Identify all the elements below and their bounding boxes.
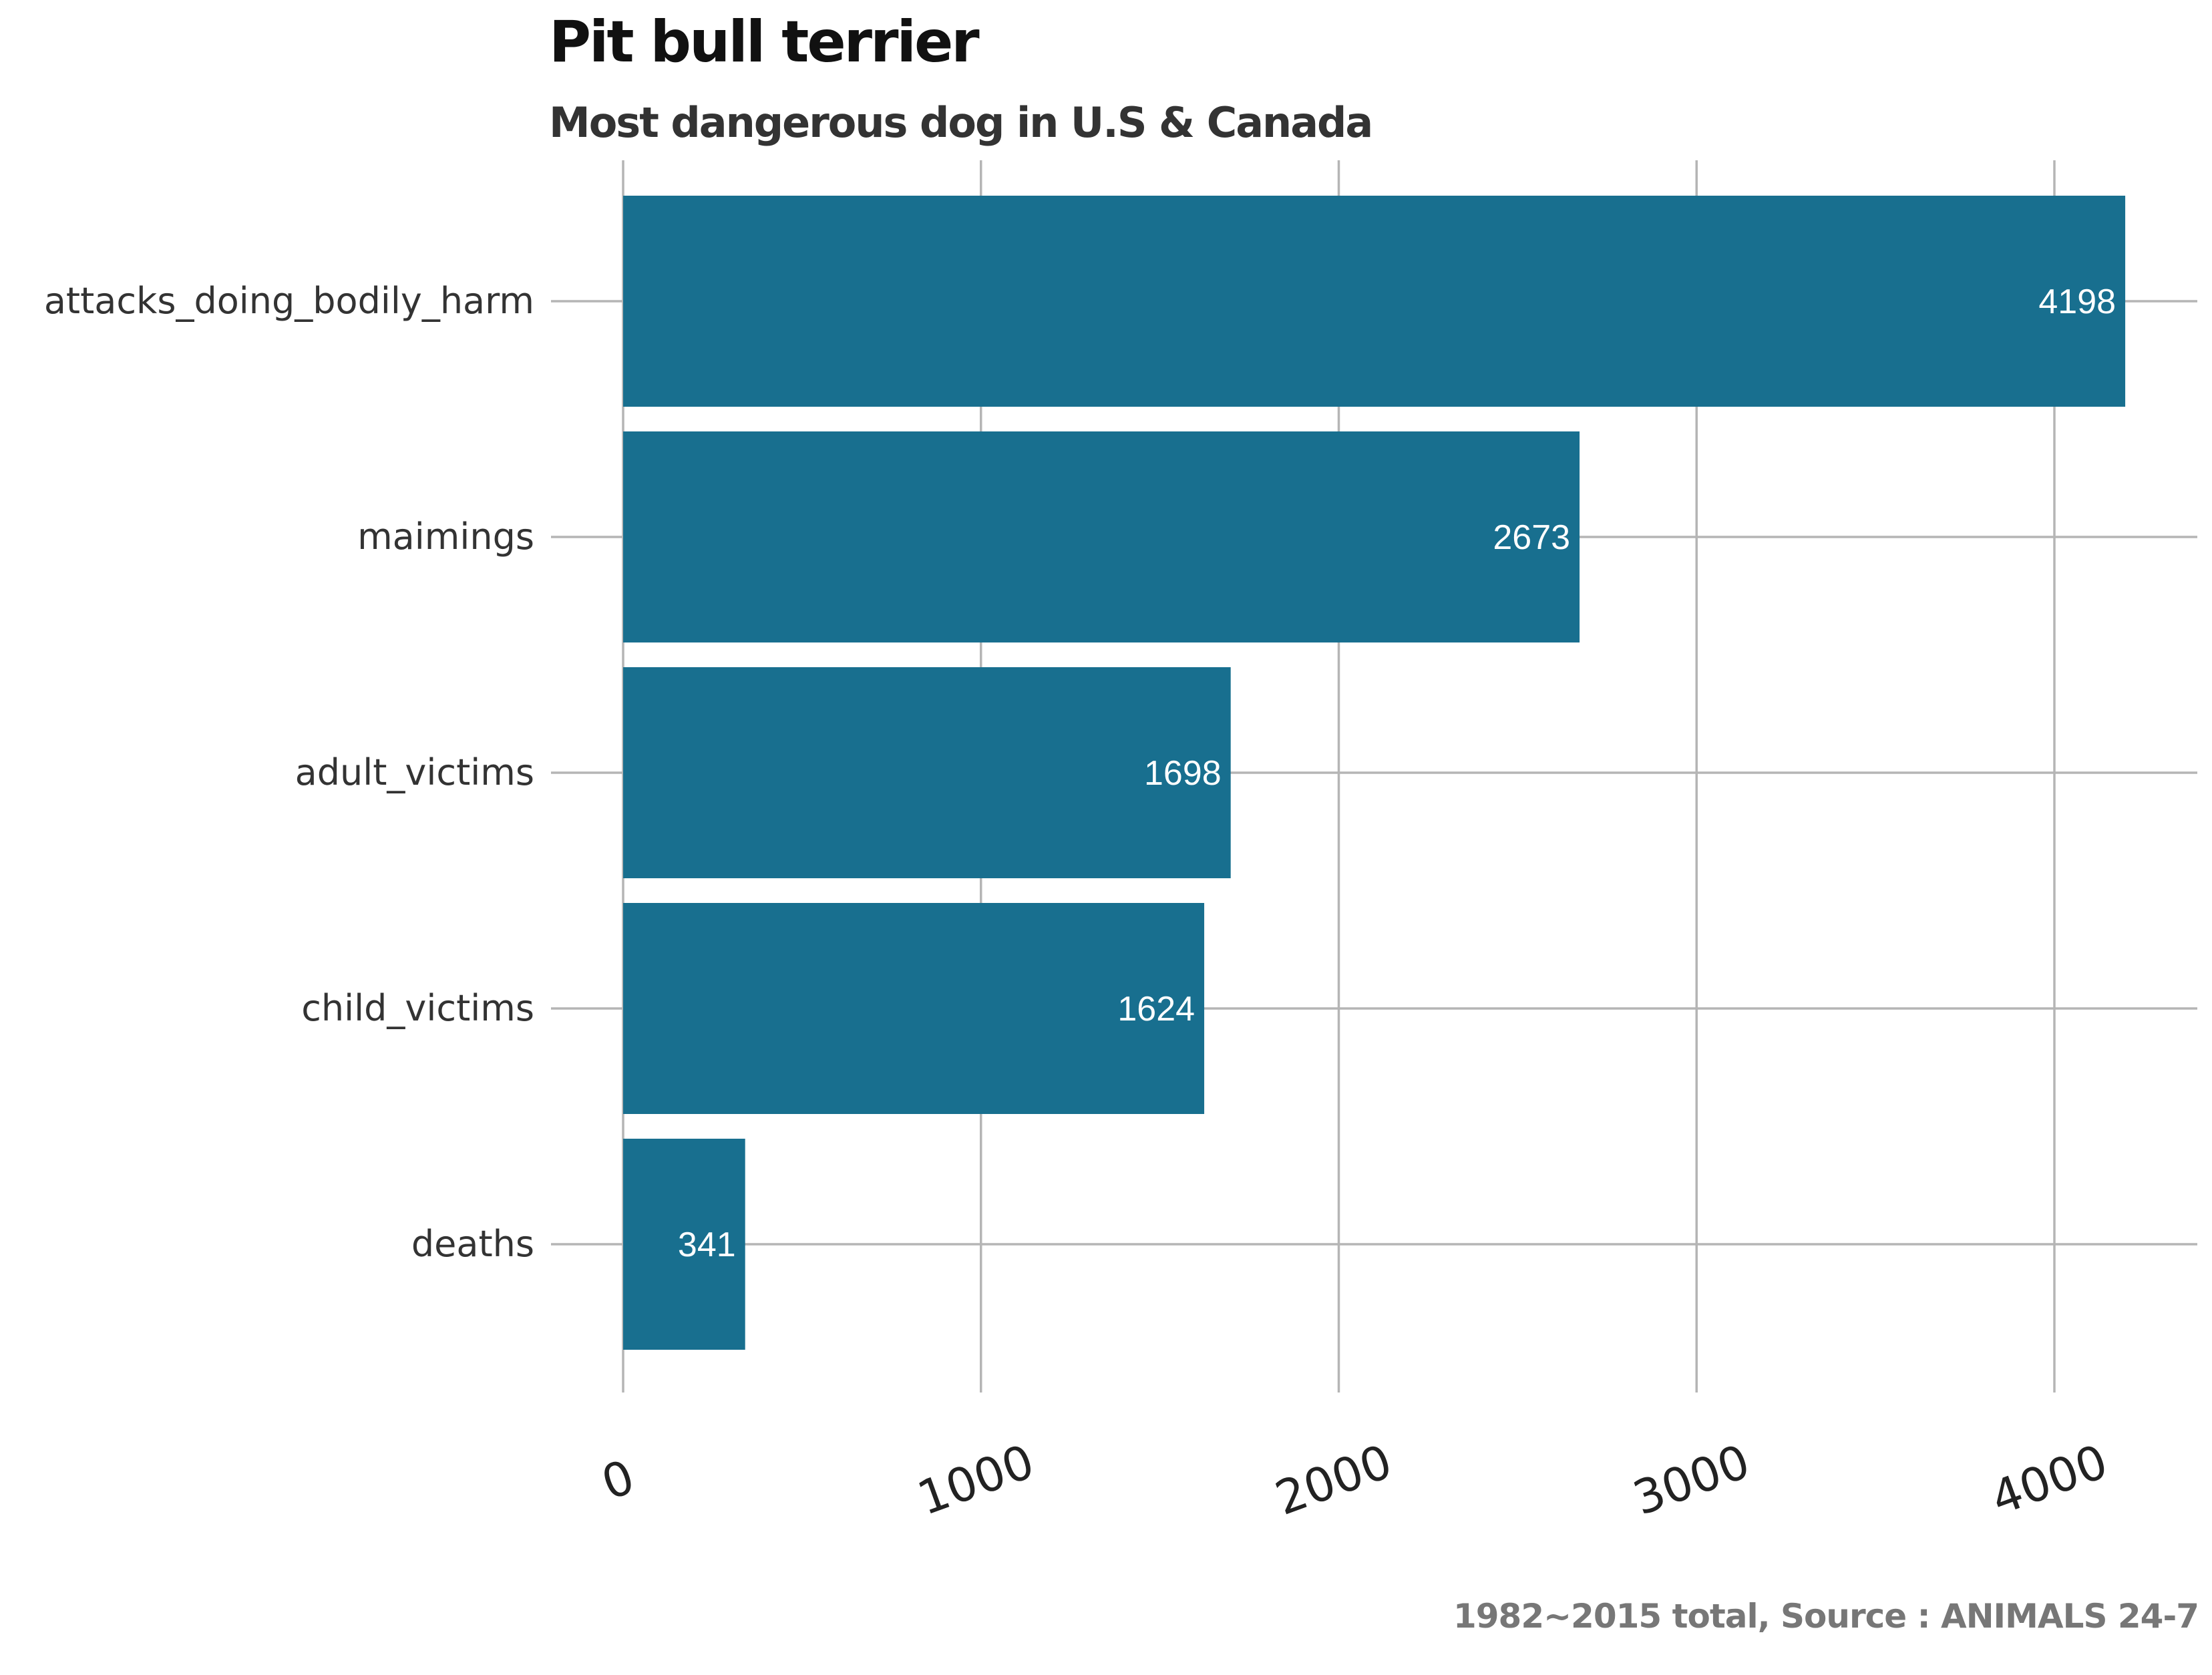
- x-tick-label: 0: [594, 1449, 641, 1511]
- x-tick-label: 4000: [1984, 1434, 2114, 1526]
- x-tick-label: 3000: [1626, 1434, 1757, 1526]
- data-label: 4198: [2038, 283, 2116, 321]
- data-label: 341: [678, 1226, 736, 1264]
- y-axis-label: attacks_doing_bodily_harm: [44, 280, 534, 322]
- y-axis-label: deaths: [411, 1223, 534, 1265]
- bar: [623, 1139, 745, 1350]
- bar: [623, 196, 2126, 407]
- y-axis-label: maimings: [357, 516, 534, 558]
- x-tick-label: 1000: [910, 1434, 1041, 1526]
- x-axis-tick-labels: 0 1000 2000 3000 4000: [594, 1434, 2114, 1526]
- bar: [623, 431, 1580, 642]
- data-label: 1698: [1144, 754, 1222, 793]
- x-tick-label: 2000: [1268, 1434, 1399, 1526]
- chart-subtitle: Most dangerous dog in U.S & Canada: [549, 98, 1372, 147]
- data-labels: 4198 2673 1698 1624 341: [678, 283, 2116, 1264]
- bar: [623, 667, 1231, 878]
- data-label: 2673: [1493, 518, 1570, 557]
- chart-caption: 1982~2015 total, Source : ANIMALS 24-7: [1453, 1597, 2199, 1636]
- bar: [623, 903, 1205, 1114]
- chart-title: Pit bull terrier: [549, 9, 980, 75]
- bars: [623, 196, 2126, 1350]
- data-label: 1624: [1117, 990, 1195, 1029]
- y-axis-label: adult_victims: [295, 751, 534, 793]
- y-axis-label: child_victims: [301, 987, 534, 1029]
- y-axis-labels: attacks_doing_bodily_harm maimings adult_v…: [44, 280, 534, 1265]
